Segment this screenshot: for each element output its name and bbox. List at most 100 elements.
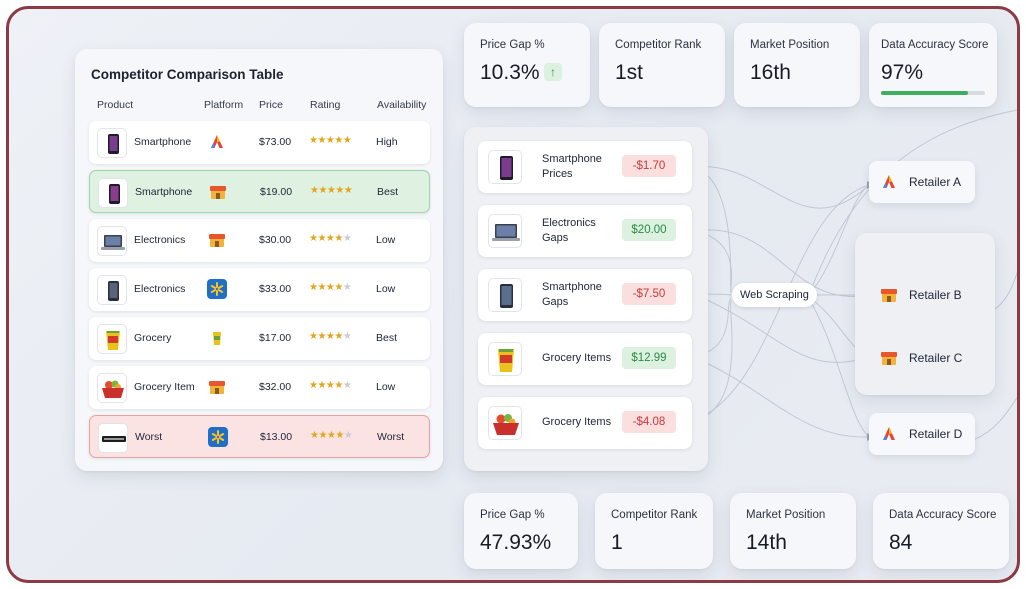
retailer-d-node[interactable]: Retailer D [869, 413, 975, 455]
table-title: Competitor Comparison Table [91, 67, 284, 82]
metric-value: 84 [889, 531, 913, 554]
retailer-a-logo-icon [207, 132, 227, 152]
insight-label-line1: Electronics [542, 217, 596, 229]
metric-card-competitor-rank-bottom[interactable]: Competitor Rank 1 [595, 493, 713, 569]
price: $32.00 [259, 381, 292, 393]
dashboard-frame: Competitor Comparison Table Product Plat… [6, 6, 1020, 583]
smartphone-icon [98, 178, 128, 208]
metric-label: Data Accuracy Score [889, 509, 997, 521]
metric-label: Competitor Rank [611, 509, 698, 521]
retailer-group: Retailer B Retailer C [855, 233, 995, 395]
insight-label-line1: Grocery Items [542, 352, 612, 364]
insight-label-line1: Grocery Items [542, 416, 612, 428]
availability: High [376, 136, 398, 148]
insight-label-line2: Gaps [542, 296, 569, 308]
retailer-b-node[interactable]: Retailer B [869, 274, 981, 316]
price-delta-badge: -$4.08 [622, 411, 676, 433]
insight-item[interactable]: Electronics Gaps $20.00 [478, 205, 692, 257]
metric-card-market-position-bottom[interactable]: Market Position 14th [730, 493, 856, 569]
header-availability: Availability [377, 99, 427, 111]
metric-card-market-position[interactable]: Market Position 16th [734, 23, 860, 107]
store-icon [208, 182, 228, 202]
price-delta-badge: $20.00 [622, 219, 676, 241]
table-row-worst[interactable]: Worst $13.00 ★★★★★ Worst [89, 415, 430, 458]
metric-value: 1st [615, 61, 644, 84]
metric-card-price-gap[interactable]: Price Gap % 10.3% ↑ [464, 23, 590, 107]
grocery-bag-icon [97, 324, 127, 354]
table-row-best[interactable]: Smartphone $19.00 ★★★★★ Best [89, 170, 430, 213]
store-icon [207, 377, 227, 397]
product-name: Worst [135, 431, 163, 443]
table-row[interactable]: Grocery Item $32.00 ★★★★★ Low [89, 366, 430, 409]
insight-item[interactable]: Smartphone Gaps -$7.50 [478, 269, 692, 321]
availability: Low [376, 381, 396, 393]
competitor-comparison-table: Competitor Comparison Table Product Plat… [75, 49, 443, 471]
web-scraping-node[interactable]: Web Scraping [732, 283, 817, 307]
smartphone-icon [488, 150, 522, 184]
availability: Low [376, 283, 396, 295]
metric-label: Data Accuracy Score [881, 39, 989, 51]
availability: Low [376, 234, 396, 246]
smartphone-icon [488, 278, 522, 312]
spark-logo-icon [208, 427, 228, 447]
metric-label: Competitor Rank [615, 39, 702, 51]
insight-label-line2: Prices [542, 168, 573, 180]
insight-label-line2: Gaps [542, 232, 569, 244]
price: $30.00 [259, 234, 292, 246]
laptop-icon [97, 226, 127, 256]
price: $13.00 [260, 431, 293, 443]
insight-item[interactable]: Smartphone Prices -$1.70 [478, 141, 692, 193]
retailer-a-node[interactable]: Retailer A [869, 161, 975, 203]
grocery-basket-icon [97, 373, 127, 403]
header-product: Product [97, 99, 134, 111]
retailer-label: Retailer B [909, 288, 962, 302]
metric-value: 47.93% [480, 531, 552, 554]
brand-logo-icon [98, 423, 128, 453]
insight-item[interactable]: Grocery Items $12.99 [478, 333, 692, 385]
product-name: Smartphone [134, 136, 192, 148]
insight-item[interactable]: Grocery Items -$4.08 [478, 397, 692, 449]
header-rating: Rating [310, 99, 341, 111]
product-name: Grocery [134, 332, 172, 344]
retailer-a-logo-icon [879, 172, 899, 192]
metric-card-price-gap-bottom[interactable]: Price Gap % 47.93% [464, 493, 578, 569]
product-name: Electronics [134, 234, 186, 246]
rating-stars: ★★★★★ [309, 282, 352, 293]
insight-label-line1: Smartphone [542, 153, 602, 165]
smartphone-icon [97, 128, 127, 158]
metric-label: Price Gap % [480, 39, 545, 51]
table-row[interactable]: Electronics $33.00 ★★★★★ Low [89, 268, 430, 311]
availability: Best [376, 332, 398, 344]
store-icon [207, 328, 227, 348]
availability: Best [377, 186, 399, 198]
metric-label: Price Gap % [480, 509, 545, 521]
price-delta-badge: -$1.70 [622, 155, 676, 177]
metric-value: 1 [611, 531, 623, 554]
price-delta-badge: -$7.50 [622, 283, 676, 305]
rating-stars: ★★★★★ [309, 135, 352, 146]
retailer-c-node[interactable]: Retailer C [869, 337, 981, 379]
price: $19.00 [260, 186, 293, 198]
accuracy-progress-fill [881, 91, 968, 95]
header-platform: Platform [204, 99, 244, 111]
rating-stars: ★★★★★ [310, 430, 353, 441]
price: $17.00 [259, 332, 292, 344]
table-row[interactable]: Electronics $30.00 ★★★★★ Low [89, 219, 430, 262]
availability: Worst [377, 431, 405, 443]
table-row[interactable]: Smartphone $73.00 ★★★★★ High [89, 121, 430, 164]
metric-value: 10.3% [480, 61, 540, 84]
metric-label: Market Position [750, 39, 830, 51]
grocery-basket-icon [488, 406, 522, 440]
metric-card-data-accuracy[interactable]: Data Accuracy Score 97% [869, 23, 997, 107]
retailer-label: Retailer D [909, 427, 963, 441]
accuracy-progress-bar [881, 91, 985, 95]
metric-card-competitor-rank[interactable]: Competitor Rank 1st [599, 23, 725, 107]
rating-stars: ★★★★★ [309, 380, 352, 391]
arrow-up-icon: ↑ [544, 63, 562, 81]
metric-card-data-accuracy-bottom[interactable]: Data Accuracy Score 84 [873, 493, 1009, 569]
retailer-label: Retailer C [909, 351, 963, 365]
product-name: Electronics [134, 283, 186, 295]
table-row[interactable]: Grocery $17.00 ★★★★★ Best [89, 317, 430, 360]
laptop-icon [488, 214, 522, 248]
insight-label-line1: Smartphone [542, 281, 602, 293]
